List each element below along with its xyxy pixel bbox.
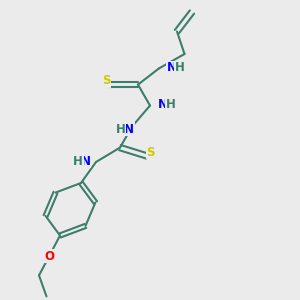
Text: S: S xyxy=(146,146,155,159)
Text: H: H xyxy=(166,98,176,112)
Text: H: H xyxy=(116,122,125,136)
Text: S: S xyxy=(102,74,111,88)
Text: O: O xyxy=(44,250,55,263)
Text: H: H xyxy=(175,61,185,74)
Text: H: H xyxy=(73,155,83,168)
Text: N: N xyxy=(158,98,168,112)
Text: N: N xyxy=(167,61,177,74)
Text: N: N xyxy=(80,155,91,168)
Text: N: N xyxy=(124,122,134,136)
